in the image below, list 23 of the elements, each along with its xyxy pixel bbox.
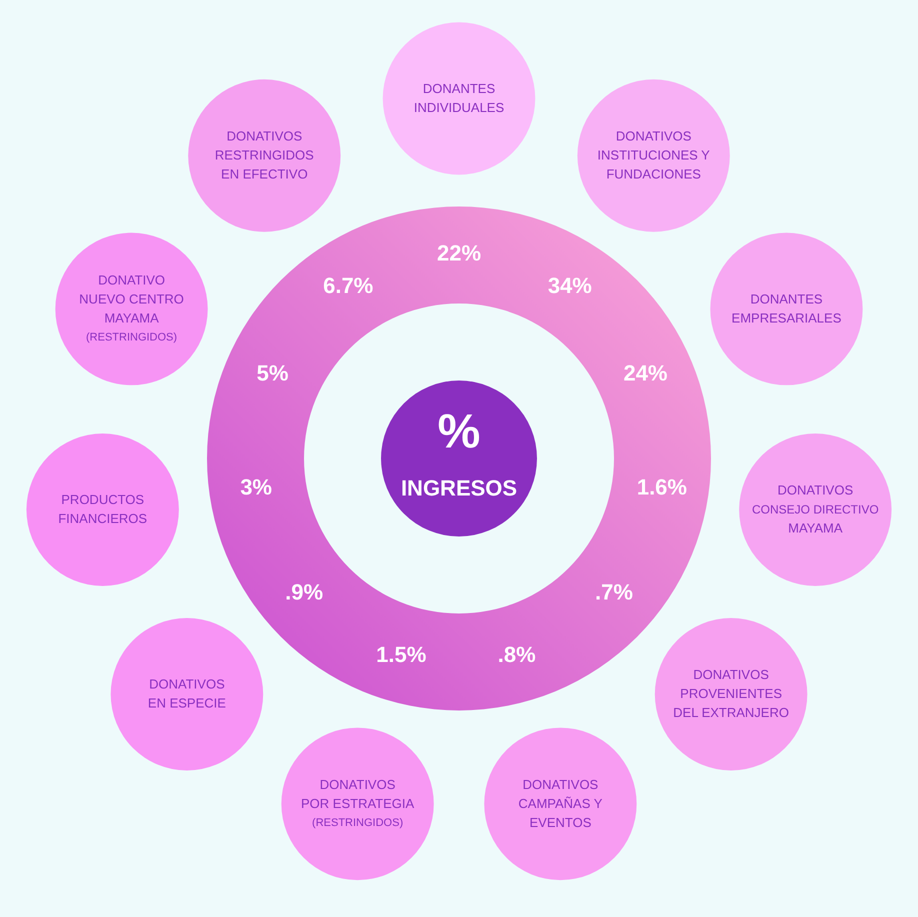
- data-label: 24%: [623, 360, 668, 386]
- data-label: 1.5%: [376, 642, 426, 668]
- data-label: 3%: [240, 474, 272, 500]
- data-label: .8%: [498, 642, 536, 668]
- data-label: 6.7%: [323, 273, 374, 298]
- category-label: DONANTES EMPRESARIALES: [732, 291, 842, 326]
- data-label: .7%: [594, 580, 633, 605]
- data-label: 34%: [548, 273, 592, 298]
- category-label: DONATIVOS PROVENIENTES DEL EXTRANJERO: [673, 667, 789, 720]
- category-label: PRODUCTOS FINANCIEROS: [58, 492, 148, 526]
- category-label: DONATIVOS CAMPAÑAS Y EVENTOS: [518, 776, 603, 830]
- text: % INGRESOS: [400, 406, 518, 500]
- data-label: 1.6%: [636, 474, 687, 500]
- data-label: 22%: [436, 240, 482, 266]
- category-label: DONANTES INDIVIDUALES: [414, 81, 504, 115]
- data-label: 5%: [256, 360, 288, 386]
- category-label: DONATIVOS POR ESTRATEGIA (RESTRINGIDOS): [300, 776, 414, 829]
- category-label: DONATIVO NUEVO CENTRO MAYAMA (RESTRINGIDOS): [79, 272, 184, 344]
- category-label: DONATIVOS CONSEJO DIRECTIVO MAYAMA: [752, 482, 879, 536]
- data-label: .9%: [285, 580, 324, 605]
- category-label: DONATIVOS EN ESPECIE: [148, 676, 226, 711]
- category-label: DONATIVOS INSTITUCIONES Y FUNDACIONES: [597, 128, 710, 182]
- category-label: DONATIVOS RESTRINGIDOS EN EFECTIVO: [214, 128, 314, 182]
